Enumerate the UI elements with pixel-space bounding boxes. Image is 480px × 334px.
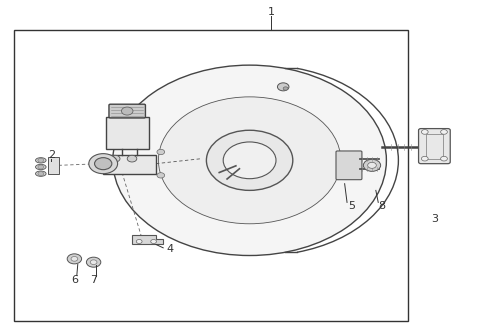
- Circle shape: [67, 254, 82, 264]
- Circle shape: [38, 158, 44, 162]
- Bar: [48, 157, 59, 174]
- Circle shape: [363, 159, 381, 171]
- Polygon shape: [132, 235, 163, 244]
- Ellipse shape: [36, 158, 46, 163]
- Text: 3: 3: [431, 214, 438, 224]
- Circle shape: [110, 155, 120, 162]
- Circle shape: [421, 156, 428, 161]
- Circle shape: [223, 142, 276, 179]
- Ellipse shape: [36, 171, 46, 176]
- Text: 2: 2: [48, 150, 55, 160]
- Circle shape: [86, 257, 101, 267]
- Bar: [14, 30, 408, 321]
- Circle shape: [158, 97, 341, 224]
- Circle shape: [157, 149, 165, 155]
- Circle shape: [113, 65, 386, 256]
- FancyBboxPatch shape: [106, 117, 149, 149]
- Circle shape: [368, 162, 376, 168]
- Circle shape: [127, 155, 137, 162]
- FancyBboxPatch shape: [419, 129, 450, 164]
- Ellipse shape: [36, 164, 46, 170]
- Circle shape: [90, 260, 97, 265]
- Circle shape: [277, 83, 289, 91]
- Bar: [103, 155, 156, 174]
- Circle shape: [421, 130, 428, 134]
- Text: 8: 8: [378, 201, 385, 211]
- Circle shape: [441, 130, 447, 134]
- Text: 4: 4: [167, 244, 174, 254]
- Circle shape: [283, 87, 288, 90]
- Circle shape: [157, 173, 165, 178]
- Circle shape: [38, 165, 44, 169]
- Text: 1: 1: [268, 7, 275, 17]
- Circle shape: [38, 172, 44, 176]
- Circle shape: [121, 107, 133, 115]
- FancyBboxPatch shape: [336, 151, 362, 180]
- Circle shape: [136, 239, 142, 243]
- Circle shape: [89, 154, 118, 174]
- Circle shape: [206, 130, 293, 190]
- FancyBboxPatch shape: [109, 104, 145, 118]
- Bar: [426, 134, 443, 159]
- Circle shape: [71, 257, 78, 261]
- Text: 6: 6: [71, 275, 78, 285]
- Circle shape: [441, 156, 447, 161]
- Circle shape: [95, 158, 112, 170]
- Text: 5: 5: [348, 201, 355, 211]
- Circle shape: [151, 239, 156, 243]
- Text: 7: 7: [91, 275, 97, 285]
